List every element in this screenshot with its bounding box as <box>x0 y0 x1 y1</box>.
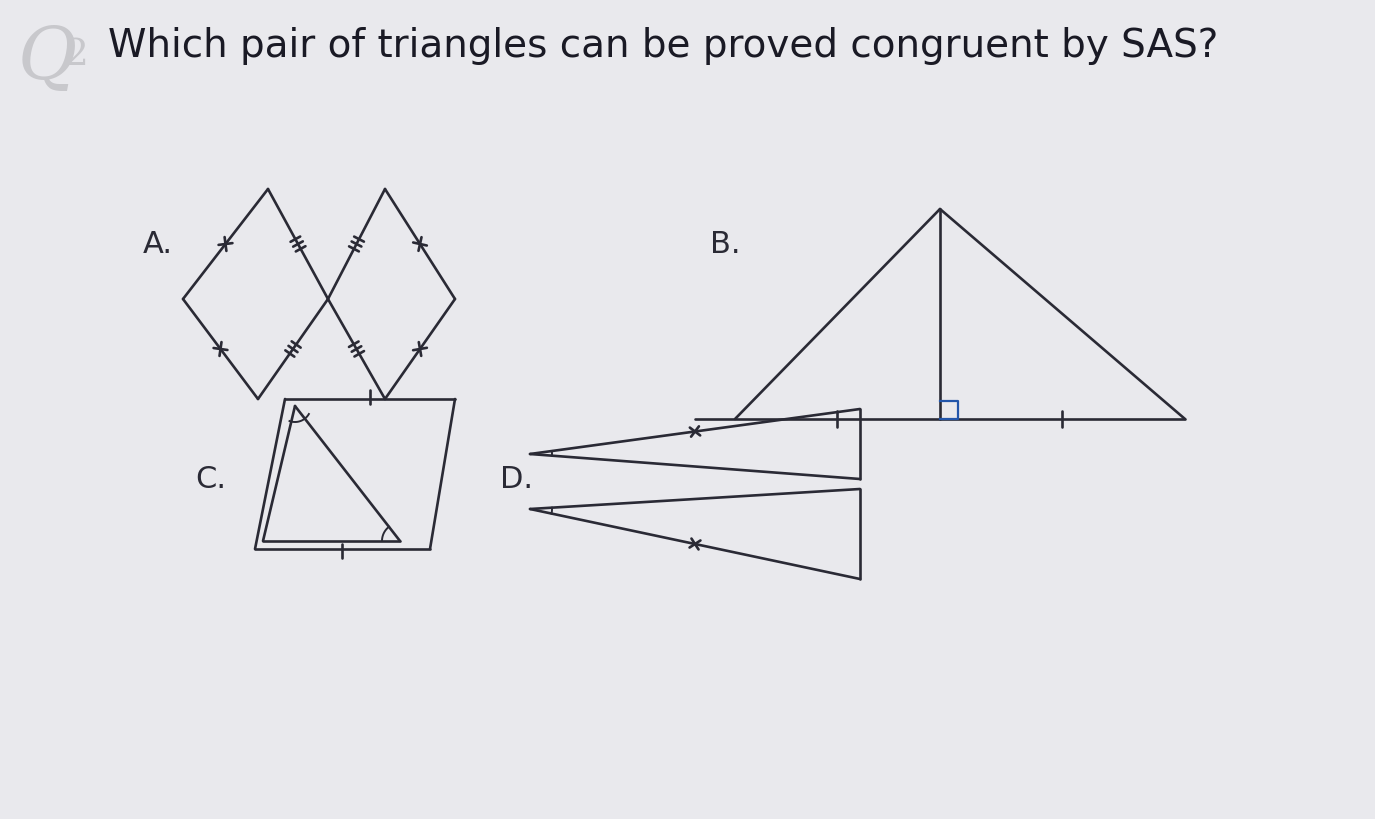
Text: Which pair of triangles can be proved congruent by SAS?: Which pair of triangles can be proved co… <box>109 27 1218 65</box>
Text: 2: 2 <box>65 37 89 73</box>
Text: Q: Q <box>18 24 77 94</box>
Text: A.: A. <box>143 229 173 259</box>
Text: D.: D. <box>500 464 534 493</box>
Text: B.: B. <box>710 229 741 259</box>
Text: C.: C. <box>195 464 226 493</box>
